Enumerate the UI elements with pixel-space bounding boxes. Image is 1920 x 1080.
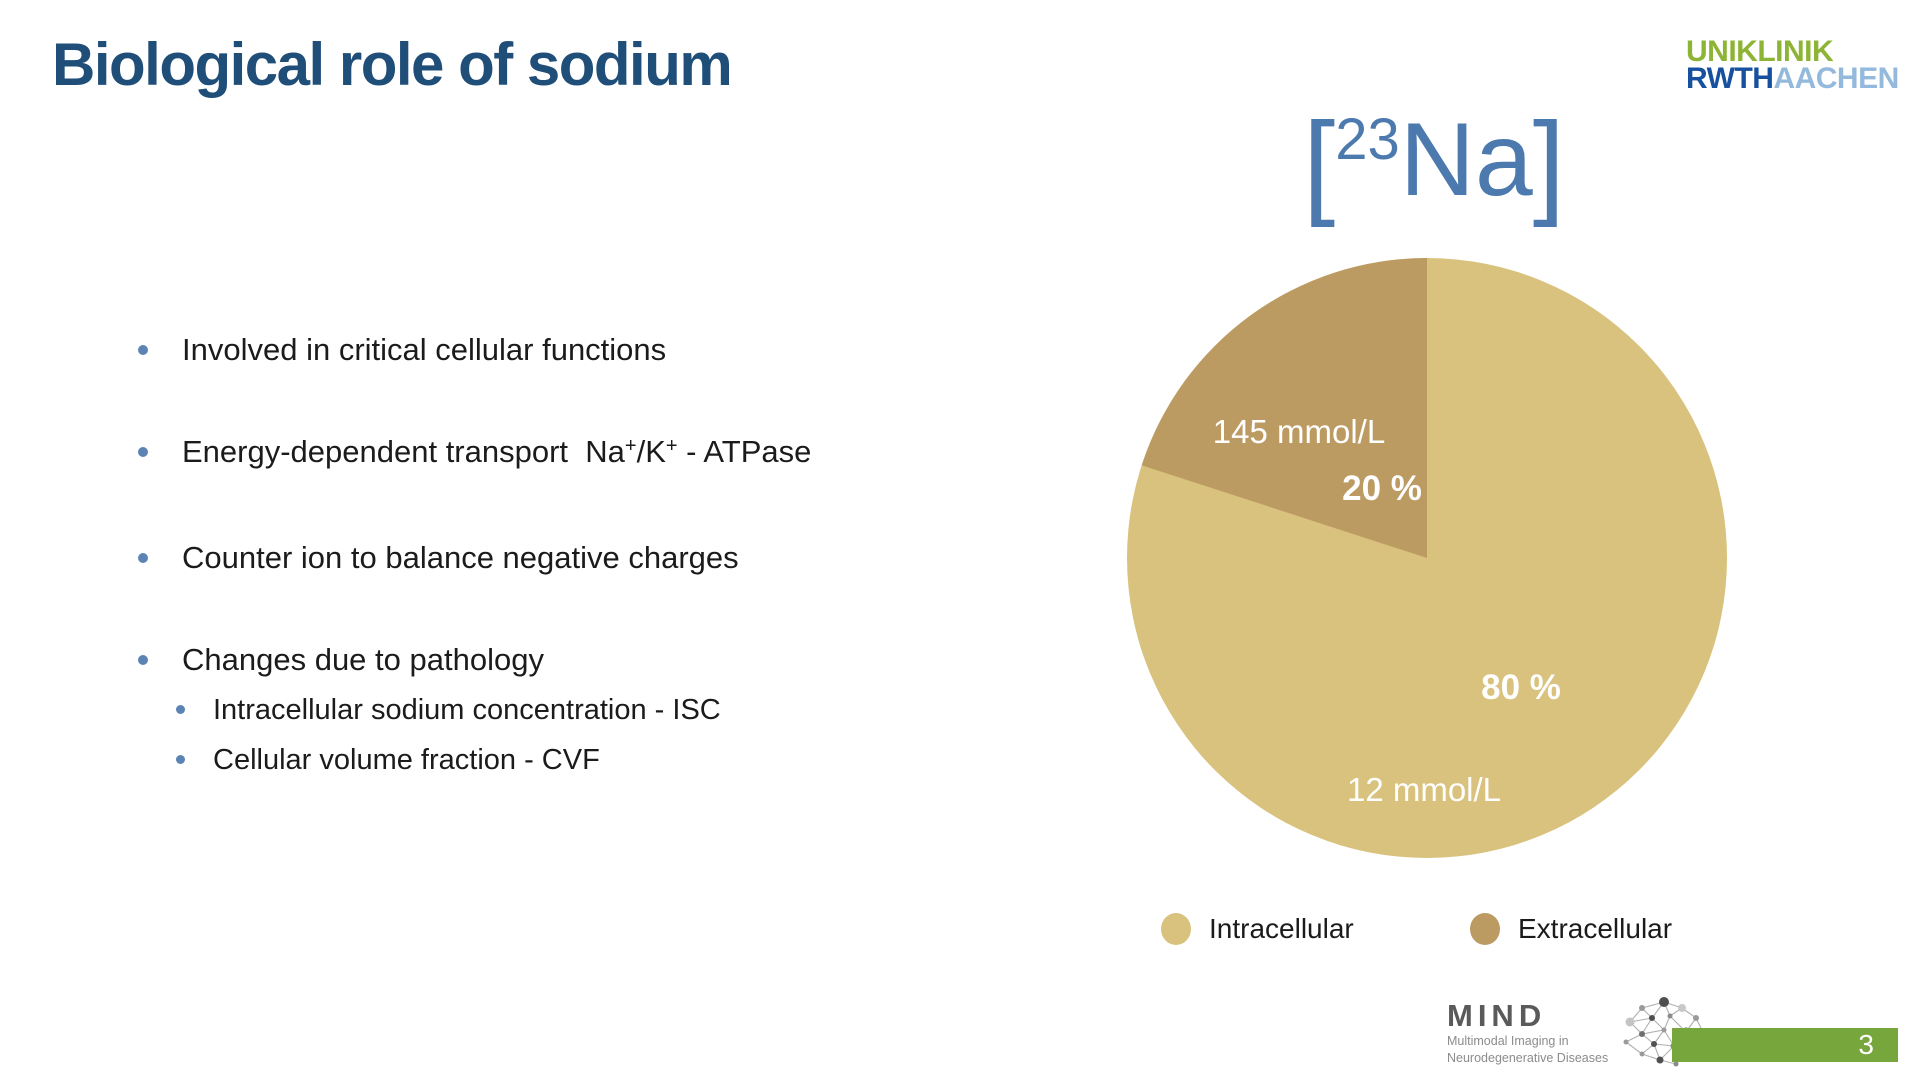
bullet-item: Counter ion to balance negative charges: [138, 538, 1138, 578]
legend-label: Intracellular: [1209, 913, 1354, 944]
legend-swatch-intracellular: [1161, 913, 1191, 945]
sub-bullet-text: Intracellular sodium concentration - ISC: [213, 694, 721, 726]
legend-swatch-extracellular: [1470, 913, 1500, 945]
bullet-icon: [138, 655, 148, 665]
superscript-plus: +: [624, 435, 637, 457]
intracellular-percent-label: 80 %: [1481, 668, 1561, 707]
rwth-aachen-logo-line: RWTHAACHEN: [1686, 62, 1899, 95]
page-title: Biological role of sodium: [52, 31, 733, 98]
bullet-icon: [138, 447, 148, 457]
bullet-icon: [138, 553, 148, 563]
legend-item-extracellular: Extracellular: [1470, 913, 1672, 945]
sub-bullet-item: Intracellular sodium concentration - ISC: [176, 690, 1138, 730]
rwth-logo-text: RWTH: [1686, 62, 1774, 95]
pie-slice-extracellular: [1141, 258, 1427, 558]
legend-label: Extracellular: [1518, 913, 1673, 944]
bullet-text-segment: /K: [636, 434, 666, 469]
page-number: 3: [1858, 1029, 1874, 1060]
aachen-logo-text: AACHEN: [1773, 62, 1899, 95]
bullet-icon: [176, 755, 185, 764]
bullet-text: Energy-dependent transport Na+/K+ - ATPa…: [182, 432, 811, 476]
bullet-text-segment: Energy-dependent transport Na: [182, 434, 625, 469]
isotope-bracket-open: [: [1303, 98, 1336, 228]
isotope-bracket-close: ]: [1532, 98, 1565, 228]
mind-logo-subtitle-line1: Multimodal Imaging in: [1447, 1034, 1569, 1048]
bullet-item: Energy-dependent transport Na+/K+ - ATPa…: [138, 432, 1138, 476]
uniklinik-rwth-aachen-logo: UNIKLINIK RWTHAACHEN: [1686, 35, 1899, 95]
sub-bullet-text: Cellular volume fraction - CVF: [213, 744, 600, 776]
extracellular-concentration-label: 145 mmol/L: [1212, 413, 1386, 450]
bullet-text: Counter ion to balance negative charges: [182, 540, 739, 575]
bullet-text: Changes due to pathology: [182, 642, 544, 677]
isotope-heading: [23Na]: [1264, 78, 1604, 264]
mind-logo-name: MIND: [1447, 998, 1547, 1033]
bullet-text: Involved in critical cellular functions: [182, 332, 667, 367]
isotope-mass-number: 23: [1335, 107, 1400, 172]
mind-logo-subtitle-line2: Neurodegenerative Diseases: [1447, 1051, 1609, 1065]
extracellular-percent-label: 20 %: [1342, 469, 1422, 508]
legend-item-intracellular: Intracellular: [1161, 913, 1354, 945]
intracellular-concentration-label: 12 mmol/L: [1346, 771, 1502, 808]
bullet-item: Changes due to pathology: [138, 640, 1138, 680]
pie-chart: [1127, 258, 1727, 858]
bullet-item: Involved in critical cellular functions: [138, 330, 1138, 370]
bullet-text-segment: - ATPase: [677, 434, 812, 469]
superscript-plus: +: [665, 435, 678, 457]
mind-logo-text-block: MIND Multimodal Imaging in Neurodegenera…: [1447, 1000, 1608, 1066]
bullet-icon: [138, 345, 148, 355]
page-number-bar: 3: [1672, 1028, 1898, 1062]
bullet-list: Involved in critical cellular functions …: [138, 330, 1138, 780]
bullet-icon: [176, 705, 185, 714]
sub-bullet-item: Cellular volume fraction - CVF: [176, 740, 1138, 780]
uniklinik-logo-text: UNIKLINIK: [1686, 35, 1834, 68]
isotope-symbol: Na: [1399, 102, 1533, 218]
